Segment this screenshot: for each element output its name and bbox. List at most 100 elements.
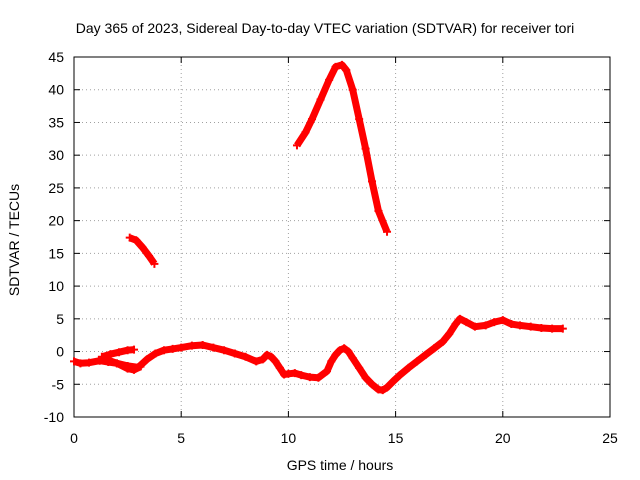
x-tick-label: 25 (602, 430, 618, 446)
data-point (230, 349, 239, 358)
y-tick-label: 20 (48, 213, 64, 229)
data-point (383, 383, 392, 392)
data-point (314, 373, 323, 382)
y-axis-label: SDTVAR / TECUs (6, 184, 22, 296)
data-point (526, 322, 535, 331)
data-point (481, 321, 490, 330)
x-tick-label: 10 (281, 430, 297, 446)
data-point (338, 60, 346, 69)
data-point (316, 95, 325, 104)
x-axis-label: GPS time / hours (287, 457, 394, 473)
data-point (430, 344, 439, 353)
data-point (558, 324, 567, 333)
data-point (361, 144, 370, 153)
data-point (383, 227, 392, 236)
data-point (348, 85, 357, 94)
data-point (413, 357, 422, 366)
x-tick-label: 0 (70, 430, 78, 446)
data-point (292, 141, 301, 150)
data-point (125, 233, 134, 242)
data-point (395, 371, 404, 380)
series-line-segment-peak (294, 61, 391, 234)
data-point (297, 371, 306, 380)
data-point (267, 352, 276, 361)
data-point (404, 363, 413, 372)
data-point (168, 344, 177, 353)
data-point (160, 346, 169, 355)
data-point (344, 347, 353, 356)
data-point (136, 362, 145, 371)
data-point (470, 322, 479, 331)
y-tick-label: 30 (48, 147, 64, 163)
data-point (142, 355, 151, 364)
data-point (515, 321, 524, 330)
x-tick-label: 20 (495, 430, 511, 446)
x-tick-label: 15 (388, 430, 404, 446)
data-point (368, 380, 377, 389)
data-point (421, 350, 430, 359)
chart-title: Day 365 of 2023, Sidereal Day-to-day VTE… (76, 20, 575, 36)
data-point (220, 346, 229, 355)
data-point (325, 75, 334, 84)
tick-labels: 0 5 10 15 20 25 -10 -5 0 5 10 15 20 25 30 35 40 45 (44, 49, 618, 446)
data-point (342, 66, 351, 75)
y-tick-label: 25 (48, 180, 64, 196)
data-point (374, 206, 383, 215)
data-point (112, 359, 121, 368)
data-point (123, 364, 132, 373)
data-point (305, 373, 314, 382)
data-point (451, 320, 460, 329)
data-point (151, 349, 160, 358)
data-point (132, 236, 141, 245)
data-point (462, 318, 471, 327)
x-tick-label: 5 (177, 430, 185, 446)
y-tick-label: 40 (48, 82, 64, 98)
data-point (455, 314, 464, 323)
data-point (177, 343, 186, 352)
y-tick-label: 0 (56, 344, 64, 360)
data-point (498, 316, 507, 325)
data-point (301, 128, 310, 137)
data-point (130, 365, 139, 374)
data-point (130, 345, 139, 354)
data-point (290, 369, 299, 378)
data-point (331, 350, 340, 359)
data-point (275, 363, 284, 372)
data-point (145, 251, 154, 260)
y-tick-label: 15 (48, 245, 64, 261)
data-point (389, 377, 398, 385)
y-tick-label: 35 (48, 114, 64, 130)
data-point (97, 352, 106, 361)
data-point (106, 350, 115, 359)
data-point (187, 341, 196, 350)
data-point (537, 323, 546, 332)
data-point (258, 355, 267, 364)
data-point (307, 115, 316, 124)
y-tick-label: 10 (48, 278, 64, 294)
y-tick-label: 45 (48, 49, 64, 65)
data-point (252, 357, 261, 366)
y-tick-label: 5 (56, 311, 64, 327)
y-tick-label: -5 (52, 376, 65, 392)
data-point (327, 357, 336, 366)
data-point (548, 324, 557, 333)
data-point (70, 357, 78, 366)
data-point (361, 373, 370, 382)
data-series (70, 60, 567, 395)
data-point (85, 358, 94, 367)
data-point (241, 352, 250, 361)
data-point (378, 386, 387, 395)
data-point (348, 354, 357, 363)
data-point (115, 348, 124, 357)
data-point (209, 343, 218, 352)
data-point (262, 350, 271, 359)
data-point (490, 318, 499, 327)
data-point (322, 367, 331, 376)
axis-ticks (73, 56, 611, 418)
y-tick-label: -10 (44, 409, 64, 425)
data-point (198, 341, 207, 349)
data-point (340, 344, 349, 353)
data-point (150, 259, 159, 268)
data-point (368, 177, 377, 186)
